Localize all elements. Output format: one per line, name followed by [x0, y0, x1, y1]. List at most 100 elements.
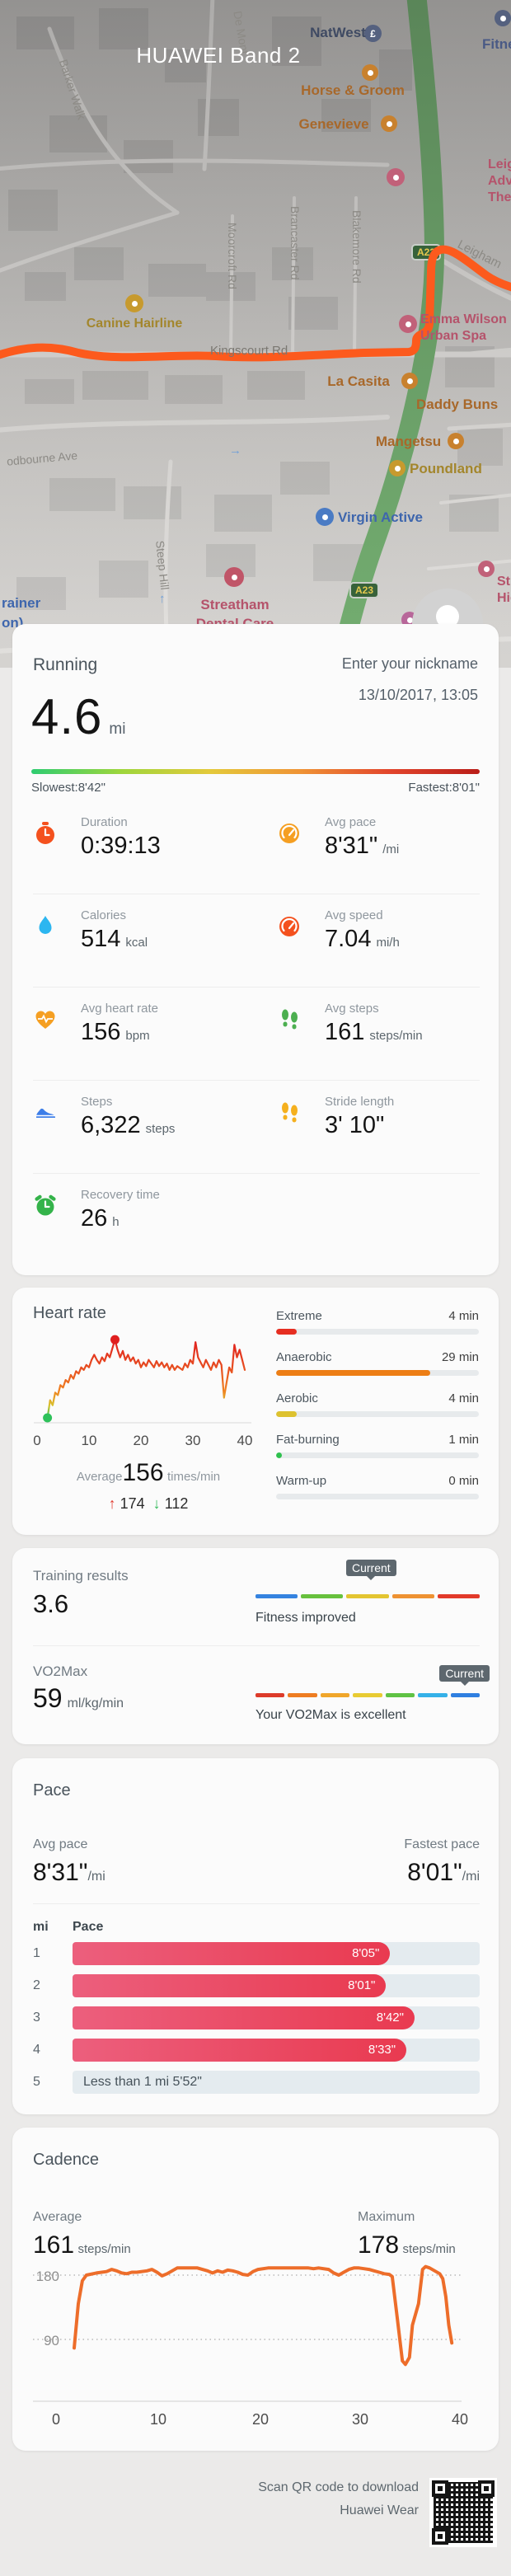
store-icon — [389, 460, 406, 476]
stat-unit: h — [112, 1215, 120, 1229]
vo2max-caption: Your VO2Max is excellent — [256, 1708, 406, 1722]
stat-steps: Steps 6,322 steps — [33, 1081, 256, 1173]
stat-value: 7.04 — [325, 926, 372, 952]
fastest-pace-block: Fastest pace 8'01"/mi — [404, 1837, 480, 1886]
hr-average: Average156 times/min — [76, 1459, 221, 1486]
stat-value: 26 — [81, 1205, 108, 1232]
heart-rate-card: Heart rate 0 10 20 30 40 Average156 times/… — [12, 1288, 499, 1535]
stat-value: 161 — [325, 1019, 365, 1045]
stats-grid: Duration 0:39:13 Avg pace 8'31" /mi Calor… — [33, 801, 480, 1267]
health-icon — [478, 561, 495, 577]
hr-start-dot — [43, 1413, 53, 1423]
pace-row: 2 8'01" — [33, 1974, 480, 1997]
hr-peak-dot — [110, 1335, 120, 1344]
heart-icon — [33, 1007, 58, 1032]
zone-fat-burning: Fat-burning 1 min — [276, 1433, 479, 1458]
training-caption: Fitness improved — [256, 1611, 356, 1625]
stat-unit: /mi — [382, 842, 400, 856]
summary-card: Running Enter your nickname 13/10/2017, … — [12, 624, 499, 1275]
stat-label: Avg steps — [325, 1002, 379, 1016]
map-label-daddy-buns: Daddy Buns — [416, 396, 499, 412]
stat-value: 156 — [81, 1019, 121, 1045]
current-badge: Current — [439, 1665, 490, 1686]
distance-value: 4.6 — [31, 689, 103, 744]
pace-card: Pace Avg pace 8'31"/mi Fastest pace 8'01… — [12, 1758, 499, 2114]
dentist-icon — [224, 567, 244, 587]
stat-unit: mi/h — [376, 936, 400, 950]
stat-avg-pace: Avg pace 8'31" /mi — [256, 801, 480, 894]
stat-unit: kcal — [125, 936, 148, 950]
zone-aerobic: Aerobic 4 min — [276, 1391, 479, 1417]
training-results-label: Training results — [33, 1568, 129, 1584]
stat-label: Stride length — [325, 1095, 395, 1109]
stat-unit: steps/min — [369, 1029, 423, 1043]
pace-title: Pace — [33, 1781, 71, 1799]
stat-stride-length: Stride length 3' 10" — [256, 1081, 480, 1173]
natwest-bank-icon: £ — [364, 25, 382, 42]
map-roads — [0, 0, 511, 668]
heart-rate-chart — [34, 1335, 251, 1424]
one-way-arrow-icon: ↑ — [159, 592, 166, 606]
training-results-card: Training results 3.6 Current Fitness imp… — [12, 1548, 499, 1744]
stat-label: Calories — [81, 908, 127, 922]
distance-unit: mi — [109, 720, 126, 738]
nickname-field[interactable]: Enter your nickname — [341, 655, 478, 672]
a23-shield-bottom: A23 — [349, 582, 380, 598]
pace-row-partial: 5 Less than 1 mi 5'52" — [33, 2071, 480, 2094]
cadence-maximum-block: Maximum 178 steps/min — [358, 2210, 456, 2259]
avg-pace-block: Avg pace 8'31"/mi — [33, 1837, 105, 1886]
restaurant-icon — [381, 115, 397, 132]
divider — [33, 1903, 480, 1904]
one-way-arrow-icon: → — [229, 443, 241, 457]
stat-unit: bpm — [125, 1029, 150, 1043]
vo2max-value: 59 ml/kg/min — [33, 1683, 124, 1713]
heart-rate-title: Heart rate — [33, 1304, 106, 1322]
arrow-up-icon: ↑ — [108, 1495, 116, 1512]
stat-label: Avg speed — [325, 908, 383, 922]
advice-icon — [387, 168, 405, 186]
stat-value: 514 — [81, 926, 121, 952]
route-map[interactable]: A23 A23 £ NatWest Fitness Horse & Groom … — [0, 0, 511, 668]
stat-label: Steps — [81, 1095, 113, 1109]
qr-code — [429, 2478, 497, 2547]
activity-datetime: 13/10/2017, 13:05 — [358, 687, 478, 703]
restaurant-icon — [401, 373, 418, 389]
stat-label: Recovery time — [81, 1188, 160, 1202]
hr-zones: Extreme 4 min Anaerobic 29 min Aerobic 4 mi… — [276, 1309, 479, 1515]
shoe-icon — [33, 1100, 58, 1125]
stat-label: Avg heart rate — [81, 1002, 158, 1016]
map-label-str-hig: Str Hig — [497, 575, 511, 605]
pace-row: 4 8'33" — [33, 2039, 480, 2062]
fastest-pace-label: Fastest:8'01" — [408, 781, 480, 795]
pace-table-header: mi Pace — [33, 1920, 104, 1934]
stat-value: 3' 10" — [325, 1112, 385, 1138]
pace-gauge-icon — [277, 821, 302, 846]
stat-duration: Duration 0:39:13 — [33, 801, 256, 894]
cadence-card: Cadence Average 161 steps/min Maximum 17… — [12, 2128, 499, 2451]
map-road-blakemore: Blakemore Rd — [350, 210, 363, 284]
training-results-value: 3.6 — [33, 1589, 69, 1618]
map-label-poundland: Poundland — [410, 461, 482, 476]
divider — [33, 1645, 480, 1646]
stat-value: 8'31" — [325, 833, 378, 859]
stat-calories: Calories 514 kcal — [33, 894, 256, 987]
training-scale: Current Fitness improved — [256, 1548, 481, 1645]
spa-icon — [399, 315, 417, 333]
alarm-clock-icon — [33, 1194, 58, 1218]
pet-groomer-icon — [125, 294, 143, 312]
stat-value: 6,322 — [81, 1112, 141, 1138]
gym-icon — [316, 508, 334, 526]
map-label-kingscourt-rd: Kingscourt Rd — [210, 344, 288, 358]
slowest-pace-label: Slowest:8'42" — [31, 781, 105, 795]
stopwatch-icon — [33, 821, 58, 846]
stat-avg-speed: Avg speed 7.04 mi/h — [256, 894, 480, 987]
cadence-y-tick: 90 — [44, 2333, 59, 2348]
stat-unit: steps — [145, 1122, 176, 1136]
pace-row: 1 8'05" — [33, 1942, 480, 1965]
map-label-fitness: Fitness — [482, 36, 511, 52]
run-route-line — [0, 245, 511, 362]
stat-avg-heart-rate: Avg heart rate 156 bpm — [33, 988, 256, 1080]
map-buildings — [8, 8, 503, 610]
cadence-y-tick: 180 — [35, 2269, 59, 2284]
current-badge: Current — [346, 1560, 396, 1580]
